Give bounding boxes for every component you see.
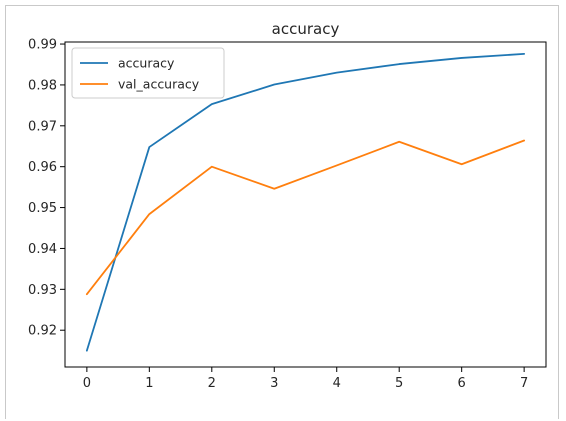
y-tick-label: 0.98 <box>28 78 57 93</box>
x-tick-label: 5 <box>395 376 403 391</box>
y-tick-label: 0.96 <box>28 160 57 175</box>
x-tick-label: 4 <box>333 376 341 391</box>
chart-title: accuracy <box>272 20 340 38</box>
legend-box <box>71 47 225 99</box>
x-tick-label: 7 <box>520 376 528 391</box>
plot-area <box>64 41 547 368</box>
y-tick-label: 0.94 <box>28 242 57 257</box>
y-axis: 0.92 0.93 0.94 0.95 0.96 0.97 0.98 0.99 <box>28 38 65 339</box>
series-line-accuracy <box>85 52 526 352</box>
y-tick-label: 0.97 <box>28 119 57 134</box>
y-tick-label: 0.92 <box>28 324 57 339</box>
y-tick-label: 0.99 <box>28 38 57 53</box>
legend-label: val_accuracy <box>118 77 200 92</box>
legend: accuracy val_accuracy <box>71 47 225 99</box>
x-axis: 0 1 2 3 4 5 6 7 <box>83 367 528 391</box>
series-line-val-accuracy <box>85 139 526 296</box>
y-tick-label: 0.93 <box>28 283 57 298</box>
x-tick-label: 0 <box>83 376 91 391</box>
y-tick-label: 0.95 <box>28 201 57 216</box>
x-tick-label: 1 <box>145 376 153 391</box>
series-lines <box>85 52 526 352</box>
chart-frame <box>5 5 559 419</box>
x-tick-label: 6 <box>458 376 466 391</box>
x-tick-label: 2 <box>208 376 216 391</box>
legend-label: accuracy <box>118 56 175 71</box>
x-tick-label: 3 <box>270 376 278 391</box>
